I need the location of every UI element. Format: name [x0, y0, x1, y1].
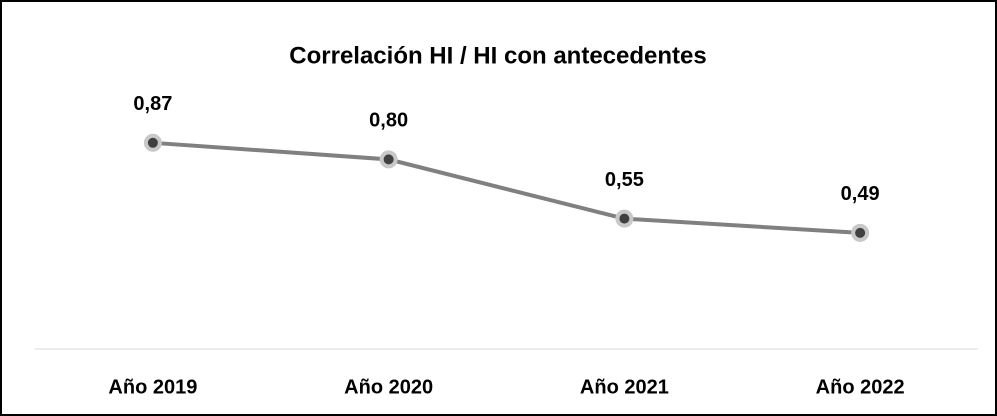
data-label: 0,80 — [369, 110, 408, 132]
data-label: 0,49 — [841, 183, 880, 205]
marker — [851, 223, 870, 242]
data-label: 0,87 — [133, 93, 172, 115]
marker — [143, 133, 162, 152]
x-tick-label: Año 2021 — [580, 376, 669, 398]
x-tick-label: Año 2019 — [108, 376, 197, 398]
data-label: 0,55 — [605, 169, 644, 191]
marker — [379, 150, 398, 169]
x-tick-label: Año 2022 — [816, 376, 905, 398]
marker — [615, 209, 634, 228]
x-tick-label: Año 2020 — [344, 376, 433, 398]
line — [152, 140, 861, 235]
chart-title: Correlación HI / HI con antecedentes — [289, 42, 706, 69]
